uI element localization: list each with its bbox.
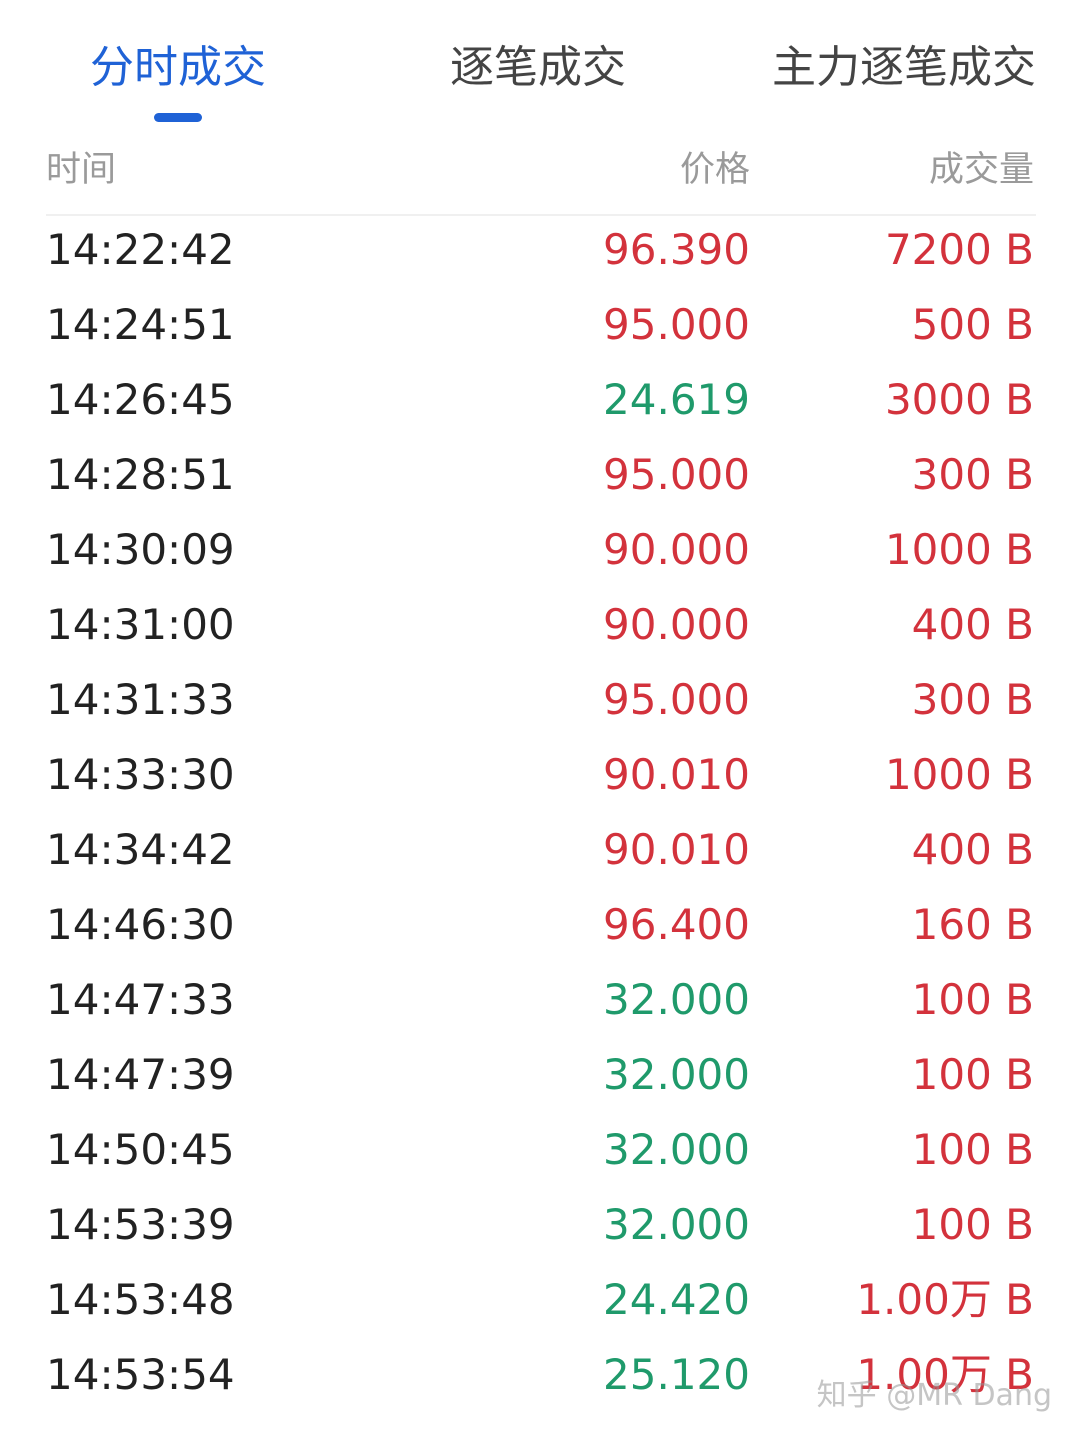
- trade-price: 90.010: [603, 750, 750, 799]
- trade-volume: 100 B: [911, 1125, 1034, 1174]
- header-divider: [46, 214, 1036, 216]
- trade-time: 14:50:45: [46, 1125, 235, 1174]
- column-header: 成交量: [928, 150, 1034, 190]
- column-header: 时间: [46, 150, 117, 190]
- trade-volume: 3000 B: [884, 375, 1034, 424]
- watermark: 知乎 @MR Dang: [816, 1378, 1052, 1413]
- trade-time: 14:31:00: [46, 600, 235, 649]
- trade-time: 14:24:51: [46, 300, 235, 349]
- trade-time: 14:30:09: [46, 525, 235, 574]
- trade-price: 24.619: [603, 375, 750, 424]
- trade-price: 95.000: [603, 450, 750, 499]
- trade-time: 14:22:42: [46, 225, 235, 274]
- trade-time: 14:46:30: [46, 900, 235, 949]
- tab[interactable]: 分时成交: [90, 42, 266, 93]
- trade-time: 14:31:33: [46, 675, 235, 724]
- trade-volume: 7200 B: [884, 225, 1034, 274]
- trade-volume: 300 B: [911, 450, 1034, 499]
- trade-time: 14:53:48: [46, 1275, 235, 1324]
- trade-price: 32.000: [603, 975, 750, 1024]
- trade-price: 90.000: [603, 600, 750, 649]
- trade-volume: 400 B: [911, 825, 1034, 874]
- trade-price: 32.000: [603, 1125, 750, 1174]
- trade-time: 14:33:30: [46, 750, 235, 799]
- tab[interactable]: 逐笔成交: [450, 42, 626, 93]
- trade-volume: 100 B: [911, 975, 1034, 1024]
- trade-volume: 500 B: [911, 300, 1034, 349]
- trade-price: 95.000: [603, 675, 750, 724]
- trade-time: 14:34:42: [46, 825, 235, 874]
- trade-price: 90.010: [603, 825, 750, 874]
- trade-volume: 1000 B: [884, 750, 1034, 799]
- column-header: 价格: [679, 150, 750, 190]
- trade-time: 14:26:45: [46, 375, 235, 424]
- trade-price: 32.000: [603, 1200, 750, 1249]
- trade-time: 14:47:33: [46, 975, 235, 1024]
- trade-price: 25.120: [603, 1350, 750, 1399]
- trade-volume: 300 B: [911, 675, 1034, 724]
- trade-volume: 1.00万 B: [856, 1350, 1034, 1399]
- trade-volume: 100 B: [911, 1200, 1034, 1249]
- trade-volume: 160 B: [911, 900, 1034, 949]
- trade-price: 90.000: [603, 525, 750, 574]
- trade-time: 14:53:39: [46, 1200, 235, 1249]
- trade-volume: 1000 B: [884, 525, 1034, 574]
- trade-price: 24.420: [603, 1275, 750, 1324]
- trade-price: 32.000: [603, 1050, 750, 1099]
- trade-time: 14:28:51: [46, 450, 235, 499]
- active-tab-indicator: [154, 113, 202, 122]
- trade-price: 95.000: [603, 300, 750, 349]
- trade-price: 96.390: [603, 225, 750, 274]
- trade-volume: 100 B: [911, 1050, 1034, 1099]
- tab[interactable]: 主力逐笔成交: [772, 42, 1036, 93]
- trade-price: 96.400: [603, 900, 750, 949]
- trade-volume: 1.00万 B: [856, 1275, 1034, 1324]
- trade-time: 14:47:39: [46, 1050, 235, 1099]
- trade-volume: 400 B: [911, 600, 1034, 649]
- trade-time: 14:53:54: [46, 1350, 235, 1399]
